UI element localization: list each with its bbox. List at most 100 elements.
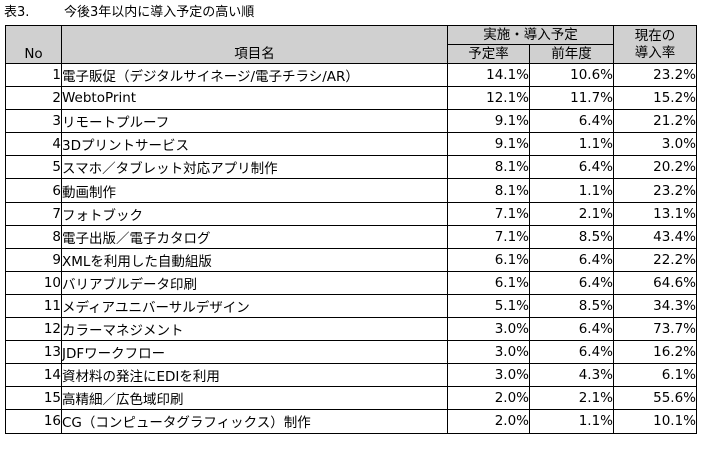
row-item: 電子出版／電子カタログ (61, 224, 448, 249)
caption-title: 今後3年以内に導入予定の高い順 (64, 5, 255, 20)
table-row: 5 スマホ／タブレット対応アプリ制作 8.1% 6.4% 20.2% (5, 155, 697, 180)
row-last-year: 2.1% (529, 386, 614, 411)
row-item: スマホ／タブレット対応アプリ制作 (61, 155, 448, 180)
row-last-year: 1.1% (529, 178, 614, 203)
row-current: 55.6% (613, 386, 697, 411)
table-row: 10 バリアブルデータ印刷 6.1% 6.4% 64.6% (5, 270, 697, 295)
row-last-year: 1.1% (529, 132, 614, 157)
row-item: 動画制作 (61, 178, 448, 203)
row-current: 15.2% (613, 86, 697, 111)
row-no: 10 (5, 270, 62, 295)
row-rate: 3.0% (447, 340, 530, 365)
row-last-year: 6.4% (529, 109, 614, 134)
row-rate: 6.1% (447, 247, 530, 272)
header-current: 現在の 導入率 (613, 25, 697, 64)
row-current: 23.2% (613, 62, 697, 88)
table-row: 16 CG（コンピュータグラフィックス）制作 2.0% 1.1% 10.1% (5, 409, 697, 434)
row-rate: 9.1% (447, 132, 530, 157)
row-rate: 6.1% (447, 270, 530, 295)
table-row: 15 高精細／広色域印刷 2.0% 2.1% 55.6% (5, 386, 697, 411)
row-no: 11 (5, 293, 62, 319)
header-last-year: 前年度 (529, 44, 614, 64)
row-current: 3.0% (613, 132, 697, 157)
row-rate: 3.0% (447, 317, 530, 342)
row-rate: 2.0% (447, 386, 530, 411)
row-no: 12 (5, 317, 62, 342)
row-item: 資材料の発注にEDIを利用 (61, 363, 448, 388)
row-item: リモートプルーフ (61, 109, 448, 134)
row-current: 16.2% (613, 340, 697, 365)
row-rate: 8.1% (447, 178, 530, 203)
row-no: 3 (5, 109, 62, 134)
row-current: 22.2% (613, 247, 697, 272)
row-last-year: 10.6% (529, 62, 614, 88)
row-current: 21.2% (613, 109, 697, 134)
row-rate: 2.0% (447, 409, 530, 434)
row-item: カラーマネジメント (61, 317, 448, 342)
row-last-year: 8.5% (529, 293, 614, 319)
row-no: 15 (5, 386, 62, 411)
row-no: 8 (5, 224, 62, 249)
row-last-year: 6.4% (529, 155, 614, 180)
table-row: 6 動画制作 8.1% 1.1% 23.2% (5, 178, 697, 203)
table-row: 3 リモートプルーフ 9.1% 6.4% 21.2% (5, 109, 697, 134)
row-last-year: 8.5% (529, 224, 614, 249)
row-no: 9 (5, 247, 62, 272)
row-current: 6.1% (613, 363, 697, 388)
row-current: 10.1% (613, 409, 697, 434)
row-rate: 7.1% (447, 201, 530, 226)
caption-number: 表3. (4, 5, 30, 20)
row-last-year: 6.4% (529, 340, 614, 365)
table-row: 13 JDFワークフロー 3.0% 6.4% 16.2% (5, 340, 697, 365)
row-no: 7 (5, 201, 62, 226)
row-rate: 12.1% (447, 86, 530, 111)
row-no: 6 (5, 178, 62, 203)
row-rate: 14.1% (447, 62, 530, 88)
data-table: No 項目名 実施・導入予定 現在の 導入率 予定率 前年度 1 電子販促（デジタ… (5, 25, 697, 434)
table-row: 2 WebtoPrint 12.1% 11.7% 15.2% (5, 86, 697, 111)
table-row: 7 フォトブック 7.1% 2.1% 13.1% (5, 201, 697, 226)
row-rate: 9.1% (447, 109, 530, 134)
row-no: 4 (5, 132, 62, 157)
table-caption: 表3. 今後3年以内に導入予定の高い順 (4, 3, 254, 23)
row-last-year: 6.4% (529, 270, 614, 295)
row-last-year: 11.7% (529, 86, 614, 111)
row-item: バリアブルデータ印刷 (61, 270, 448, 295)
row-rate: 3.0% (447, 363, 530, 388)
row-item: フォトブック (61, 201, 448, 226)
table-row: 9 XMLを利用した自動組版 6.1% 6.4% 22.2% (5, 247, 697, 272)
row-item: XMLを利用した自動組版 (61, 247, 448, 272)
row-last-year: 6.4% (529, 317, 614, 342)
row-current: 20.2% (613, 155, 697, 180)
row-item: WebtoPrint (61, 86, 448, 111)
header-item: 項目名 (61, 25, 448, 64)
row-rate: 8.1% (447, 155, 530, 180)
row-item: CG（コンピュータグラフィックス）制作 (61, 409, 448, 434)
table-row: 12 カラーマネジメント 3.0% 6.4% 73.7% (5, 317, 697, 342)
header-current-line2: 導入率 (634, 44, 676, 61)
row-item: 高精細／広色域印刷 (61, 386, 448, 411)
table-row: 14 資材料の発注にEDIを利用 3.0% 4.3% 6.1% (5, 363, 697, 388)
row-no: 14 (5, 363, 62, 388)
row-current: 13.1% (613, 201, 697, 226)
row-no: 5 (5, 155, 62, 180)
row-item: JDFワークフロー (61, 340, 448, 365)
row-current: 64.6% (613, 270, 697, 295)
row-rate: 7.1% (447, 224, 530, 249)
row-last-year: 1.1% (529, 409, 614, 434)
table-body: 1 電子販促（デジタルサイネージ/電子チラシ/AR） 14.1% 10.6% 23.2%… (5, 62, 697, 434)
row-no: 2 (5, 86, 62, 111)
table-header: No 項目名 実施・導入予定 現在の 導入率 予定率 前年度 (5, 25, 697, 64)
row-current: 34.3% (613, 293, 697, 319)
row-no: 13 (5, 340, 62, 365)
table-row: 4 3Dプリントサービス 9.1% 1.1% 3.0% (5, 132, 697, 157)
header-plan-group: 実施・導入予定 (447, 25, 614, 45)
row-rate: 5.1% (447, 293, 530, 319)
table-row: 11 メディアユニバーサルデザイン 5.1% 8.5% 34.3% (5, 293, 697, 319)
row-item: 3Dプリントサービス (61, 132, 448, 157)
header-rate: 予定率 (447, 44, 530, 64)
row-last-year: 4.3% (529, 363, 614, 388)
table-row: 8 電子出版／電子カタログ 7.1% 8.5% 43.4% (5, 224, 697, 249)
row-last-year: 6.4% (529, 247, 614, 272)
row-current: 73.7% (613, 317, 697, 342)
